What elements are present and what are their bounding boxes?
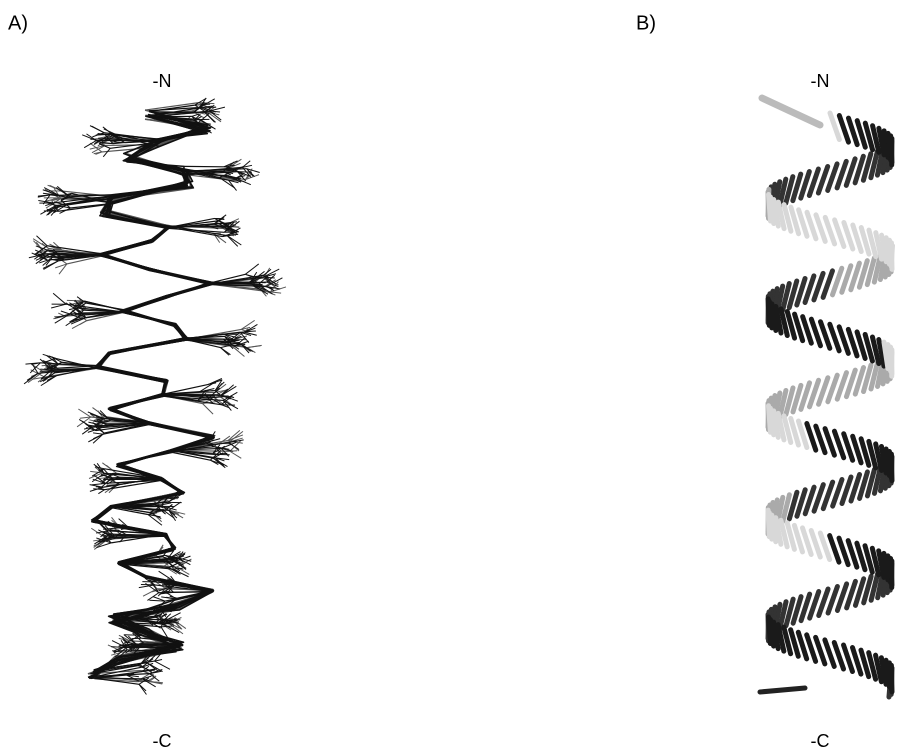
side-chain-branch [91,483,105,485]
side-chain-branch [53,199,61,200]
side-chain-branch [90,126,104,133]
ribbon-segment [891,665,892,692]
side-chain-branch [149,681,163,682]
panel-a-structure [24,98,286,695]
side-chain-branch [232,346,244,356]
side-chain-branch [250,282,265,283]
panel-b-helix [760,98,892,697]
side-chain-branch [139,585,155,588]
side-chain-branch [264,269,271,275]
figure: A) B) -N -N -C -C [0,0,918,753]
n-terminus-label: -N [153,71,172,91]
side-chain-branch [96,487,103,488]
side-chain-branch [25,363,40,364]
side-chain-branch [202,403,213,414]
side-chain-branch [227,236,241,245]
side-chain-branch [247,345,262,347]
side-chain-branch [102,463,116,474]
side-chain-branch [221,348,231,355]
side-chain-branch [270,292,281,293]
side-chain-branch [78,409,90,417]
side-chain-branch [51,304,66,308]
ribbon-segment [891,454,892,481]
page: A) B) -N -N -C -C (() => { const data = … [0,0,918,753]
terminal-coil [762,98,820,125]
side-chain-branch [93,433,103,434]
side-chain-branch [237,172,252,173]
panel-label: A) [8,12,28,34]
side-chain-branch [72,321,87,329]
side-chain-branch [230,451,241,458]
side-chain [143,643,180,644]
side-chain-branch [147,593,158,601]
side-chain-branch [61,311,70,314]
side-chain-branch [53,293,66,304]
panel-label: B) [636,12,656,34]
terminal-coil [760,688,805,692]
c-terminus-label: -C [811,731,830,751]
n-terminus-label: -N [811,71,830,91]
side-chain-branch [103,148,110,157]
side-chain-branch [98,490,104,494]
ribbon-segment [891,243,892,270]
c-terminus-label: -C [153,731,172,751]
